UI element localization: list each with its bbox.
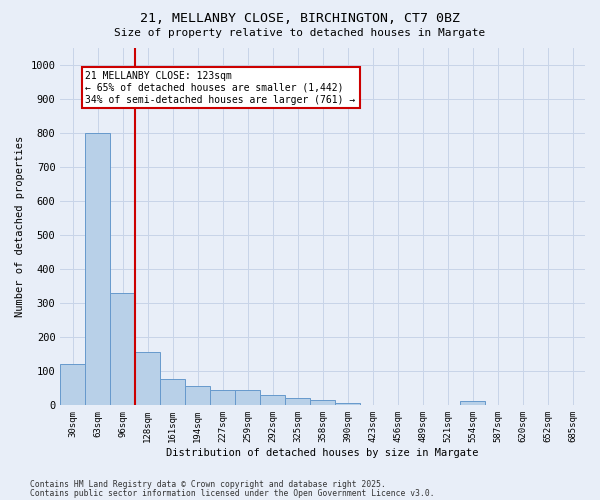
Bar (160, 380, 185, 405)
Bar (235, 390, 260, 405)
Text: Contains HM Land Registry data © Crown copyright and database right 2025.: Contains HM Land Registry data © Crown c… (30, 480, 386, 489)
Bar (85, 132, 110, 405)
Y-axis label: Number of detached properties: Number of detached properties (15, 136, 25, 317)
Bar (136, 352, 160, 405)
Bar (185, 386, 210, 405)
Bar (285, 398, 310, 405)
Bar (110, 292, 136, 405)
Text: 21, MELLANBY CLOSE, BIRCHINGTON, CT7 0BZ: 21, MELLANBY CLOSE, BIRCHINGTON, CT7 0BZ (140, 12, 460, 26)
Text: 21 MELLANBY CLOSE: 123sqm
← 65% of detached houses are smaller (1,442)
34% of se: 21 MELLANBY CLOSE: 123sqm ← 65% of detac… (85, 72, 356, 104)
Bar (460, 402, 485, 405)
Text: Contains public sector information licensed under the Open Government Licence v3: Contains public sector information licen… (30, 488, 434, 498)
Bar (210, 390, 235, 405)
Text: Size of property relative to detached houses in Margate: Size of property relative to detached ho… (115, 28, 485, 38)
Bar (61, 364, 85, 405)
X-axis label: Distribution of detached houses by size in Margate: Distribution of detached houses by size … (166, 448, 479, 458)
Bar (335, 403, 360, 405)
Bar (310, 400, 335, 405)
Bar (260, 394, 285, 405)
